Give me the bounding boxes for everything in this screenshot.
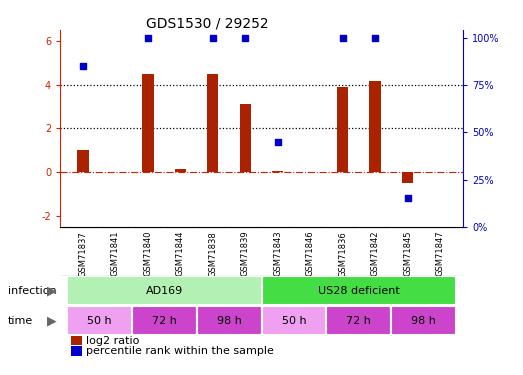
Bar <box>66 306 132 335</box>
Text: 98 h: 98 h <box>412 316 436 326</box>
Point <box>403 195 412 201</box>
Bar <box>77 150 88 172</box>
Bar <box>262 276 457 305</box>
Point <box>144 34 152 40</box>
Text: GSM71842: GSM71842 <box>371 231 380 276</box>
Bar <box>337 87 348 172</box>
Bar <box>402 172 413 183</box>
Text: 50 h: 50 h <box>282 316 306 326</box>
Bar <box>272 171 283 172</box>
Point <box>338 34 347 40</box>
Text: GSM71846: GSM71846 <box>306 231 315 276</box>
Bar <box>369 81 381 172</box>
Bar <box>326 306 391 335</box>
Text: percentile rank within the sample: percentile rank within the sample <box>86 346 274 356</box>
Bar <box>240 104 251 172</box>
Text: GSM71845: GSM71845 <box>403 231 412 276</box>
Text: 98 h: 98 h <box>217 316 242 326</box>
Text: GDS1530 / 29252: GDS1530 / 29252 <box>146 17 269 31</box>
Text: log2 ratio: log2 ratio <box>86 336 140 345</box>
Text: GSM71836: GSM71836 <box>338 231 347 276</box>
Bar <box>175 169 186 172</box>
Point <box>274 139 282 145</box>
Bar <box>207 74 219 172</box>
Text: GSM71844: GSM71844 <box>176 231 185 276</box>
Text: 50 h: 50 h <box>87 316 111 326</box>
Point <box>241 34 249 40</box>
Point <box>371 34 379 40</box>
Point <box>78 63 87 69</box>
Text: GSM71839: GSM71839 <box>241 231 250 276</box>
Bar <box>132 306 197 335</box>
Bar <box>66 276 262 305</box>
Text: GSM71837: GSM71837 <box>78 231 87 276</box>
Bar <box>142 74 154 172</box>
Text: US28 deficient: US28 deficient <box>318 286 400 296</box>
Text: infection: infection <box>8 286 56 296</box>
Text: ▶: ▶ <box>47 284 56 297</box>
Text: ▶: ▶ <box>47 314 56 327</box>
Text: 72 h: 72 h <box>347 316 371 326</box>
Text: GSM71841: GSM71841 <box>111 231 120 276</box>
Bar <box>262 306 326 335</box>
Text: GSM71847: GSM71847 <box>436 231 445 276</box>
Text: time: time <box>8 316 33 326</box>
Text: GSM71840: GSM71840 <box>143 231 152 276</box>
Bar <box>197 306 262 335</box>
Text: GSM71843: GSM71843 <box>273 231 282 276</box>
Point <box>209 34 217 40</box>
Text: AD169: AD169 <box>145 286 183 296</box>
Text: 72 h: 72 h <box>152 316 176 326</box>
Text: GSM71838: GSM71838 <box>208 231 217 276</box>
Bar <box>391 306 457 335</box>
